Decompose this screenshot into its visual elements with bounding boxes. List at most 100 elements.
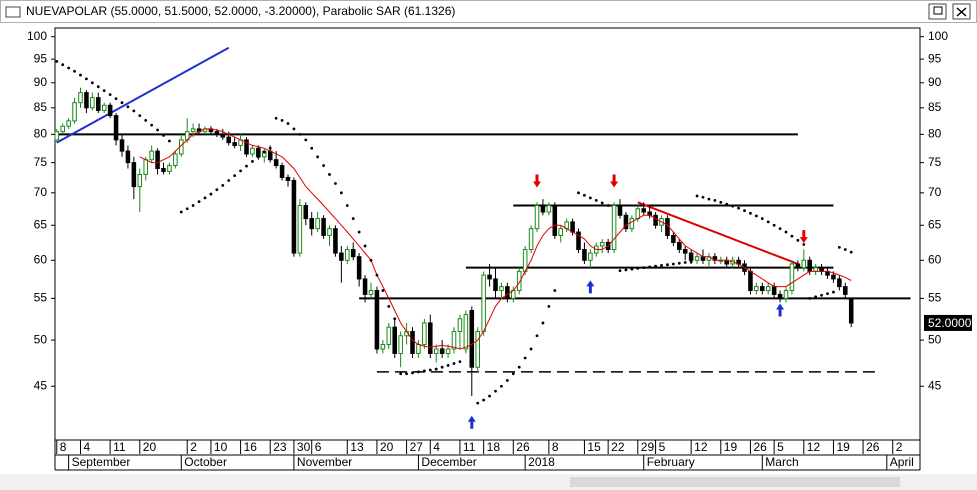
sar-dot bbox=[185, 207, 189, 211]
sar-dot bbox=[85, 77, 88, 81]
plot-layer bbox=[54, 46, 911, 429]
candle-body bbox=[54, 131, 60, 141]
sar-dot bbox=[79, 73, 82, 77]
sar-dot bbox=[61, 63, 65, 67]
sar-dot bbox=[162, 134, 165, 137]
sar-dot bbox=[411, 371, 414, 375]
candle-body bbox=[813, 267, 818, 272]
candle-body bbox=[232, 142, 237, 146]
y-tick-label: 50 bbox=[34, 332, 48, 346]
sar-dot bbox=[274, 116, 278, 120]
candle-body bbox=[119, 139, 125, 152]
candle-body bbox=[386, 326, 392, 346]
candle-body bbox=[422, 322, 427, 346]
x-tick-label: 12 bbox=[694, 440, 708, 454]
candle-body bbox=[433, 348, 439, 354]
sar-dot bbox=[90, 81, 94, 85]
candle-body bbox=[611, 205, 617, 250]
candle-body bbox=[220, 133, 226, 138]
x-tick-label: 8 bbox=[552, 440, 559, 454]
candle-body bbox=[428, 322, 433, 354]
y-tick-label-right: 90 bbox=[928, 75, 942, 89]
sar-dot bbox=[529, 347, 533, 351]
candle-body bbox=[783, 290, 789, 299]
sar-dot bbox=[304, 138, 308, 142]
month-label: September bbox=[72, 455, 131, 469]
y-tick-label-right: 50 bbox=[928, 332, 942, 346]
sar-dot bbox=[731, 204, 735, 208]
sar-dot bbox=[588, 196, 592, 200]
sar-dot bbox=[227, 179, 231, 182]
sar-dot bbox=[737, 206, 740, 210]
sar-dot bbox=[760, 217, 764, 220]
x-tick-label: 15 bbox=[587, 440, 601, 454]
scroll-thumb[interactable] bbox=[570, 477, 900, 487]
sar-dot bbox=[197, 200, 201, 204]
sar-dot bbox=[820, 293, 823, 297]
candle-body bbox=[837, 278, 842, 288]
sar-dot bbox=[843, 248, 847, 251]
restore-button[interactable] bbox=[928, 3, 947, 20]
candle-body bbox=[688, 252, 694, 261]
sar-dot bbox=[606, 204, 610, 207]
sar-dot bbox=[476, 401, 480, 405]
last-price-label: 52.0000 bbox=[928, 316, 972, 330]
x-tick-label: 18 bbox=[487, 440, 501, 454]
candle-body bbox=[760, 286, 765, 292]
candle-body bbox=[599, 241, 605, 247]
candle-body bbox=[534, 205, 540, 230]
sar-dot bbox=[150, 123, 154, 127]
candle-body bbox=[392, 326, 397, 354]
candle-body bbox=[72, 102, 77, 122]
sar-dot bbox=[778, 227, 782, 231]
sar-dot bbox=[256, 155, 260, 159]
sar-dot bbox=[837, 245, 841, 249]
candle-body bbox=[457, 318, 463, 332]
candle-body bbox=[754, 286, 759, 292]
candle-body bbox=[469, 309, 475, 368]
candle-body bbox=[653, 214, 658, 226]
candle-body bbox=[848, 297, 854, 324]
sar-dot bbox=[316, 155, 320, 159]
sar-dot bbox=[209, 192, 213, 196]
sar-dot bbox=[422, 369, 426, 373]
sar-dot bbox=[814, 295, 818, 299]
candle-body bbox=[558, 228, 563, 236]
y-tick-label: 70 bbox=[34, 185, 48, 199]
candle-body bbox=[297, 205, 303, 254]
candle-body bbox=[410, 330, 415, 354]
y-tick-label: 45 bbox=[34, 378, 48, 392]
candle-body bbox=[801, 259, 807, 269]
sar-dot bbox=[802, 243, 806, 246]
candle-body bbox=[843, 286, 848, 295]
sar-dot bbox=[233, 174, 237, 178]
trend-line bbox=[56, 46, 230, 144]
candle-body bbox=[546, 205, 552, 213]
candle-body bbox=[279, 165, 285, 178]
candle-body bbox=[516, 270, 522, 292]
sar-dot bbox=[298, 132, 302, 136]
x-tick-label: 26 bbox=[516, 440, 530, 454]
candle-body bbox=[90, 97, 95, 109]
sar-dot bbox=[221, 183, 225, 187]
candle-body bbox=[84, 92, 89, 109]
sar-dot bbox=[280, 118, 284, 122]
sar-dot bbox=[428, 368, 432, 372]
candle-body bbox=[777, 293, 783, 299]
candle-body bbox=[131, 162, 137, 188]
candle-body bbox=[345, 248, 350, 261]
candle-body bbox=[96, 97, 101, 111]
candle-body bbox=[475, 330, 480, 368]
sar-dot bbox=[784, 230, 788, 234]
sar-dot bbox=[434, 367, 438, 371]
candle-body bbox=[315, 218, 320, 230]
x-tick-label: 26 bbox=[753, 440, 767, 454]
x-tick-label: 5 bbox=[777, 440, 784, 454]
sar-dot bbox=[695, 194, 699, 198]
sar-dot bbox=[707, 197, 711, 201]
sar-dot bbox=[671, 262, 675, 266]
y-tick-label: 55 bbox=[34, 291, 48, 305]
sar-dot bbox=[132, 109, 136, 113]
sar-dot bbox=[790, 234, 794, 238]
